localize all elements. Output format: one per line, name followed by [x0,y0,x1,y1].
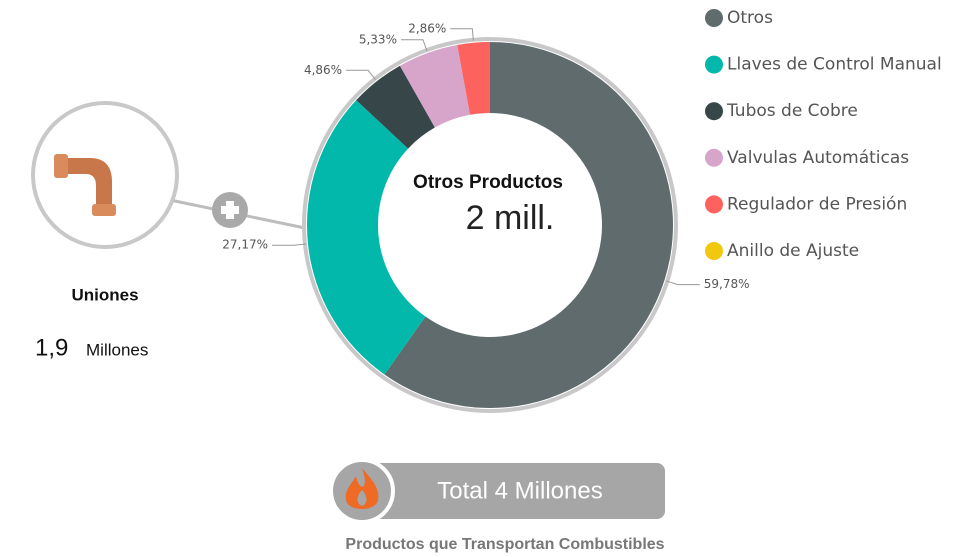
legend-marker [705,9,723,27]
elbow-icon [54,154,116,216]
value-label: 2,86% [408,21,446,35]
legend-label: Anillo de Ajuste [727,241,859,261]
card-title: Uniones [71,285,138,304]
slice [356,65,435,149]
value-label: 59,78% [704,277,750,291]
legend-label: Regulador de Presión [727,194,907,214]
legend-marker [705,148,723,167]
leader-line [346,69,376,80]
value-label: 5,33% [359,32,397,46]
leader-line [450,28,474,41]
leader-line [272,243,307,246]
slice [457,42,490,115]
leader-line [666,280,700,286]
leader-line [400,39,428,52]
card-value: 1,9 [35,334,68,361]
card-unit: Millones [86,340,148,359]
legend-marker [705,102,723,121]
plus-button[interactable] [212,192,248,228]
slice [399,44,470,128]
legend-marker [705,195,723,214]
center-label: Otros Productos [413,172,563,193]
value-label: 27,17% [222,238,268,252]
legend-marker [705,242,723,260]
legend-label: Llaves de Control Manual [727,55,942,75]
flame-icon [345,468,379,509]
badge-icon-frame [329,458,395,524]
legend-label: Tubos de Cobre [726,101,858,121]
legend-label: Otros [727,8,773,28]
donut-outline [302,37,678,413]
center-value: 2 mill. [466,199,555,237]
badge-text: Total 4 Millones [437,477,602,504]
legend-label: Valvulas Automáticas [727,148,909,168]
footer: Productos que Transportan Combustibles [345,536,664,553]
donut-chart: 59,78% 27,17% 4,86% 5,33% 2,86% [222,21,750,413]
slice [384,42,673,408]
value-label: 4,86% [304,63,342,77]
slice [306,100,426,375]
legend-marker [705,55,723,74]
badge [355,463,665,519]
